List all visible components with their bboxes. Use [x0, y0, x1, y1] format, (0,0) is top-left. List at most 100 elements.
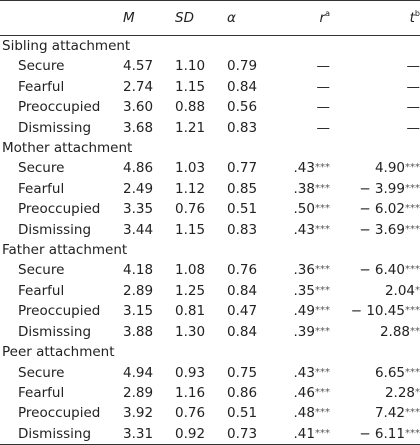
r-value: .38 [294, 181, 315, 197]
r-value: — [317, 99, 331, 115]
alpha-cell: 0.83 [227, 220, 275, 240]
sd-cell: 1.15 [175, 77, 227, 97]
t-cell: — [330, 56, 420, 76]
t-value: − 6.11 [359, 426, 405, 442]
row-label: Dismissing [0, 424, 123, 445]
section-title: Sibling attachment [0, 36, 420, 57]
alpha-cell: 0.51 [227, 199, 275, 219]
significance-marker: *** [315, 407, 330, 418]
row-label: Secure [0, 260, 123, 280]
significance-marker: *** [315, 305, 330, 316]
significance-marker: *** [405, 203, 420, 214]
r-value: .36 [294, 262, 315, 278]
row-label: Preoccupied [0, 97, 123, 117]
r-value: — [317, 58, 331, 74]
header-t-sup: b [415, 9, 420, 18]
t-value: — [407, 79, 420, 95]
r-value: .39 [294, 324, 315, 340]
sd-cell: 1.08 [175, 260, 227, 280]
section-title: Mother attachment [0, 138, 420, 158]
t-cell: − 3.69*** [330, 220, 420, 240]
alpha-cell: 0.85 [227, 179, 275, 199]
r-value: — [317, 120, 331, 136]
t-value: 7.42 [375, 405, 405, 421]
r-value: .50 [294, 201, 315, 217]
r-cell: .46*** [275, 383, 330, 403]
r-cell: — [275, 56, 330, 76]
mean-cell: 3.35 [123, 199, 175, 219]
t-cell: 6.65*** [330, 363, 420, 383]
mean-cell: 3.44 [123, 220, 175, 240]
t-cell: 2.88** [330, 322, 420, 342]
significance-marker: ** [410, 326, 420, 337]
mean-cell: 3.92 [123, 403, 175, 423]
r-cell: .48*** [275, 403, 330, 423]
mean-cell: 3.88 [123, 322, 175, 342]
t-cell: 7.42*** [330, 403, 420, 423]
r-cell: .50*** [275, 199, 330, 219]
mean-cell: 3.60 [123, 97, 175, 117]
header-label-cell [0, 1, 123, 36]
r-value: .43 [294, 160, 315, 176]
header-r: ra [275, 1, 330, 36]
section-header-row: Sibling attachment [0, 36, 420, 57]
alpha-cell: 0.79 [227, 56, 275, 76]
alpha-cell: 0.75 [227, 363, 275, 383]
alpha-cell: 0.84 [227, 322, 275, 342]
significance-marker: *** [315, 162, 330, 173]
r-cell: .43*** [275, 158, 330, 178]
row-label: Preoccupied [0, 301, 123, 321]
row-label: Dismissing [0, 322, 123, 342]
alpha-cell: 0.84 [227, 281, 275, 301]
sd-cell: 1.12 [175, 179, 227, 199]
r-value: .35 [294, 283, 315, 299]
t-cell: 2.04* [330, 281, 420, 301]
r-cell: — [275, 97, 330, 117]
r-cell: .39*** [275, 322, 330, 342]
row-label: Dismissing [0, 220, 123, 240]
t-cell: − 10.45*** [330, 301, 420, 321]
row-label: Dismissing [0, 118, 123, 138]
header-row: M SD α ra tb [0, 1, 420, 36]
alpha-cell: 0.47 [227, 301, 275, 321]
t-value: — [407, 58, 420, 74]
header-mean: M [123, 1, 175, 36]
t-cell: — [330, 118, 420, 138]
t-cell: − 6.40*** [330, 260, 420, 280]
r-value: — [317, 79, 331, 95]
sd-cell: 1.10 [175, 56, 227, 76]
mean-cell: 3.31 [123, 424, 175, 445]
row-label: Preoccupied [0, 199, 123, 219]
mean-cell: 4.18 [123, 260, 175, 280]
r-cell: .38*** [275, 179, 330, 199]
alpha-cell: 0.84 [227, 77, 275, 97]
mean-cell: 2.49 [123, 179, 175, 199]
significance-marker: *** [405, 224, 420, 235]
t-cell: 2.28* [330, 383, 420, 403]
header-r-sup: a [325, 9, 330, 18]
alpha-cell: 0.83 [227, 118, 275, 138]
t-cell: − 3.99*** [330, 179, 420, 199]
r-cell: .36*** [275, 260, 330, 280]
t-value: 2.88 [380, 324, 410, 340]
row-label: Fearful [0, 77, 123, 97]
significance-marker: *** [315, 285, 330, 296]
row-label: Preoccupied [0, 403, 123, 423]
t-value: 2.04 [385, 283, 415, 299]
r-cell: .43*** [275, 363, 330, 383]
r-value: .49 [294, 303, 315, 319]
significance-marker: * [415, 387, 420, 398]
sd-cell: 1.16 [175, 383, 227, 403]
significance-marker: *** [315, 428, 330, 439]
row-label: Fearful [0, 179, 123, 199]
alpha-cell: 0.77 [227, 158, 275, 178]
t-value: − 3.69 [359, 222, 405, 238]
mean-cell: 4.94 [123, 363, 175, 383]
mean-cell: 2.89 [123, 383, 175, 403]
